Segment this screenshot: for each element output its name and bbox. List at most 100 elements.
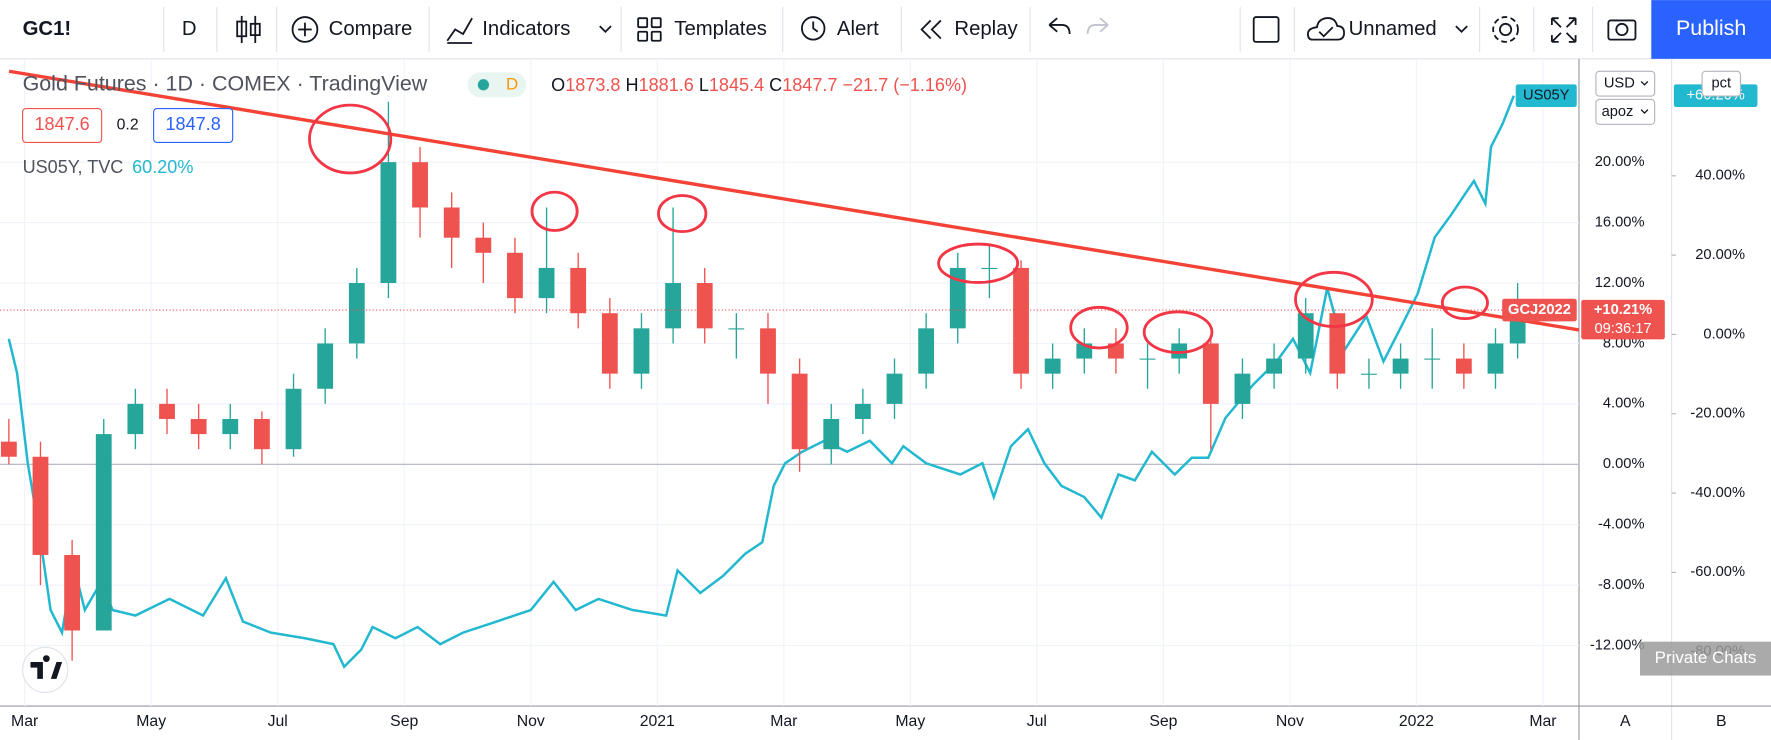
candle-body xyxy=(728,328,745,330)
publish-button-bg[interactable] xyxy=(1651,0,1771,59)
logo-mark xyxy=(30,655,63,679)
price-label: +10.21% xyxy=(1594,302,1652,318)
bid-price[interactable]: 1847.6 xyxy=(34,114,89,134)
candle-body xyxy=(918,328,935,374)
buy-button[interactable] xyxy=(153,107,234,143)
candle-body xyxy=(1013,267,1029,374)
highlight-ellipse[interactable] xyxy=(937,242,1020,284)
fullscreen-button[interactable] xyxy=(1550,17,1577,43)
highlight-ellipse[interactable] xyxy=(308,103,393,175)
ask-price[interactable]: 1847.8 xyxy=(166,114,221,134)
scale-mode[interactable]: apoz xyxy=(1602,104,1634,120)
sell-button[interactable] xyxy=(22,107,103,143)
highlight-ellipse[interactable] xyxy=(1069,305,1129,350)
highlight-ellipse[interactable] xyxy=(1294,270,1374,328)
x-tick-label: May xyxy=(895,713,925,730)
y2-tick-label: 40.00% xyxy=(1695,168,1745,184)
layout-name[interactable]: Unnamed xyxy=(1349,18,1437,40)
ohlc-value: 1873.8 xyxy=(565,75,620,95)
x-tick-label: Nov xyxy=(517,713,545,730)
candle-body xyxy=(412,162,428,208)
highlight-ellipse[interactable] xyxy=(1142,310,1214,354)
replay-button[interactable]: Replay xyxy=(954,18,1018,40)
compare-button[interactable]: Compare xyxy=(329,18,413,40)
private-chats[interactable]: Private Chats xyxy=(1655,648,1757,667)
candle-body xyxy=(538,267,555,299)
drawing-button[interactable] xyxy=(1252,16,1280,43)
symbol-title: Gold Futures · 1D · COMEX · TradingView xyxy=(23,71,428,95)
y-tick-label: 4.00% xyxy=(1603,396,1645,412)
indicators-button[interactable]: Indicators xyxy=(482,18,570,40)
alert-button[interactable]: Alert xyxy=(837,18,879,40)
highlight-ellipse[interactable] xyxy=(1440,285,1489,321)
y-tick-label: -12.00% xyxy=(1590,637,1645,653)
candle-body xyxy=(380,162,397,284)
candle-body xyxy=(1329,313,1346,374)
compare-icon[interactable] xyxy=(291,16,319,43)
replay-icon[interactable] xyxy=(920,19,942,40)
price-tag-bg xyxy=(1502,298,1577,322)
x-tick-label: Sep xyxy=(1149,713,1177,730)
mode-select[interactable] xyxy=(1595,98,1656,125)
candle-body xyxy=(1361,373,1377,375)
mode-dropdown[interactable] xyxy=(1640,109,1649,115)
layout-dropdown[interactable] xyxy=(1455,25,1468,34)
candle-body xyxy=(443,207,460,238)
scale-box[interactable] xyxy=(1701,70,1742,97)
candle-body xyxy=(222,418,239,435)
candle-body xyxy=(159,403,175,419)
y-tick-label: 20.00% xyxy=(1595,154,1645,170)
market-dot xyxy=(477,79,490,91)
candle-body xyxy=(1044,358,1061,374)
price-tag-name: GCJ2022 xyxy=(1508,302,1571,318)
y2-tick-label: -60.00% xyxy=(1690,564,1745,580)
save-icon[interactable] xyxy=(1307,17,1345,41)
settings-button[interactable] xyxy=(1492,16,1519,43)
plot xyxy=(0,95,1579,669)
logo-bg xyxy=(22,646,69,694)
highlight-ellipse[interactable] xyxy=(657,194,708,234)
y-tick-label: -4.00% xyxy=(1598,517,1645,533)
symbol-button[interactable]: GC1! xyxy=(23,18,72,40)
price-label-bg xyxy=(1581,299,1665,340)
left-axis-toggle[interactable]: A xyxy=(1620,713,1631,730)
candle-body xyxy=(949,267,966,329)
candle-body xyxy=(64,554,81,631)
scale-unit[interactable]: pct xyxy=(1712,76,1732,92)
candle-body xyxy=(696,283,713,329)
alert-icon[interactable] xyxy=(801,16,826,41)
undo-button[interactable] xyxy=(1048,17,1071,35)
redo-button[interactable] xyxy=(1086,17,1109,35)
indicators-icon[interactable] xyxy=(446,17,473,44)
x-tick-label: Nov xyxy=(1276,713,1304,730)
chart-style-button[interactable] xyxy=(236,15,261,44)
currency[interactable]: USD xyxy=(1604,76,1635,92)
spread: 0.2 xyxy=(117,117,139,134)
right-axis-toggle[interactable]: B xyxy=(1716,713,1727,730)
indicators-dropdown[interactable] xyxy=(599,25,612,34)
candle-body xyxy=(760,328,776,374)
snapshot-button[interactable] xyxy=(1607,19,1637,41)
y-tick-label: 16.00% xyxy=(1595,214,1645,230)
trend-line[interactable] xyxy=(8,69,1579,332)
templates-icon[interactable] xyxy=(637,17,662,42)
candle-body xyxy=(1392,358,1409,374)
ohlc-label: O xyxy=(551,75,565,95)
market-status xyxy=(467,72,527,98)
y2-tick-label: 20.00% xyxy=(1695,247,1745,263)
candle-body xyxy=(633,328,650,374)
private-chats-button[interactable] xyxy=(1639,641,1771,676)
currency-dropdown[interactable] xyxy=(1640,80,1649,86)
ohlc-value: 1881.6 xyxy=(639,75,694,95)
templates-button[interactable]: Templates xyxy=(674,18,767,40)
highlight-ellipse[interactable] xyxy=(530,190,579,232)
candle-body xyxy=(1139,358,1156,360)
interval-button[interactable]: D xyxy=(182,18,197,40)
currency-select[interactable] xyxy=(1595,70,1656,97)
drawings xyxy=(8,69,1579,354)
publish-button[interactable]: Publish xyxy=(1676,16,1746,40)
toolbar: GC1! D Compare Indicators Templates Aler… xyxy=(0,0,1771,60)
